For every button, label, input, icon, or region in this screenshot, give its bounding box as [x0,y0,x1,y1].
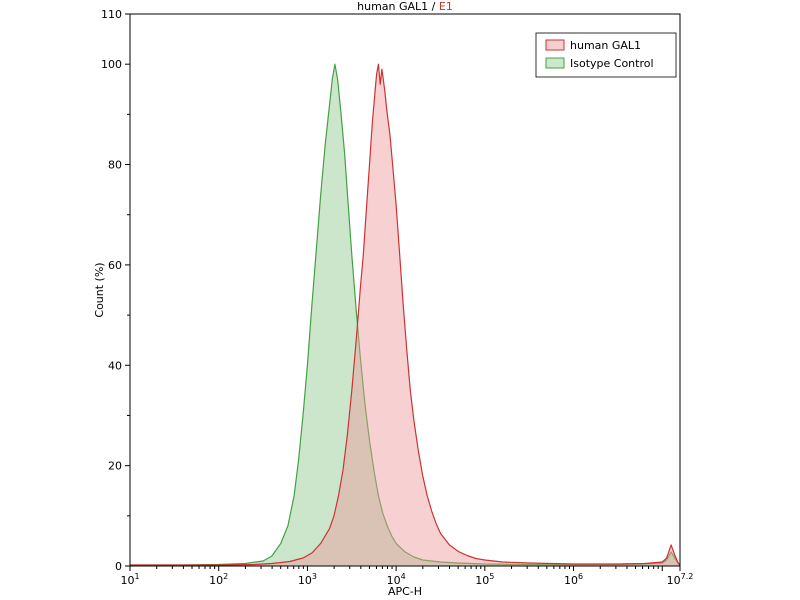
x-axis-tick-label: 101 [120,572,139,587]
x-axis-tick-label: 106 [564,572,583,587]
legend-label-isotype-control: Isotype Control [570,57,654,70]
y-axis-title: Count (%) [93,262,106,317]
x-axis-tick-label: 103 [298,572,317,587]
series-line-human-gal1 [130,63,681,566]
y-axis-tick-label: 100 [101,58,122,71]
x-axis-title: APC-H [388,585,422,598]
plot-border [129,13,681,567]
y-axis-tick-label: 110 [101,8,122,21]
x-axis-tick-label: 105 [475,572,494,587]
x-axis-tick-label: 107.2 [667,572,694,587]
y-axis-tick-label: 20 [108,460,122,473]
chart-title: human GAL1 / E1 [357,0,453,13]
legend-swatch-isotype-control [545,57,565,69]
series-line-isotype-control [130,63,681,566]
legend-label-human-gal1: human GAL1 [570,39,641,52]
y-axis-tick-label: 60 [108,259,122,272]
y-axis-tick-label: 0 [115,560,122,573]
y-axis-tick-label: 80 [108,159,122,172]
y-axis-tick-label: 40 [108,359,122,372]
legend-swatch-human-gal1 [545,39,565,51]
series-area-human-gal1 [130,64,680,566]
x-axis-tick-label: 102 [209,572,228,587]
